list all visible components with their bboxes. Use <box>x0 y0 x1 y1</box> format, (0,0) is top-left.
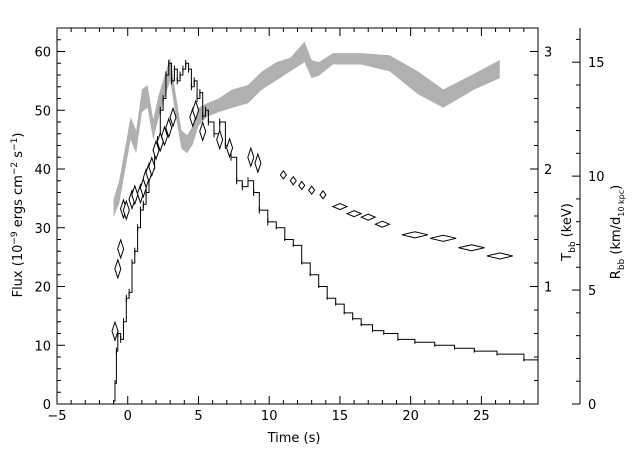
flux-tick-label: 60 <box>34 46 51 61</box>
flux-tick-label: 50 <box>34 104 51 119</box>
flux-tick-label: 20 <box>34 281 51 296</box>
temperature-point <box>111 320 119 342</box>
temperature-point <box>216 129 224 151</box>
flux-tick-label: 30 <box>34 222 51 237</box>
radius-tick-label: 5 <box>588 284 596 299</box>
temperature-point <box>289 175 297 186</box>
temperature-point <box>458 244 485 252</box>
radius-band-layer <box>113 41 500 218</box>
temperature-point <box>165 117 173 139</box>
x-tick-label: 25 <box>473 409 490 424</box>
temperature-point <box>359 213 377 221</box>
temperature-point <box>486 252 513 260</box>
y-axis-title-temperature: Tbb (keV) <box>560 203 578 262</box>
temperature-point <box>254 152 262 174</box>
temperature-tick-label: 2 <box>544 163 552 178</box>
flux-tick-label: 10 <box>34 339 51 354</box>
temperature-point <box>169 106 177 128</box>
x-tick-label: 15 <box>332 409 349 424</box>
radius-band <box>113 41 500 218</box>
flux-tick-label: 0 <box>43 398 51 413</box>
temperature-layer <box>111 99 513 342</box>
temperature-point <box>117 238 125 260</box>
x-tick-label: 10 <box>261 409 278 424</box>
temperature-point <box>160 125 169 147</box>
radius-tick-label: 0 <box>588 398 596 413</box>
temperature-point <box>345 210 363 218</box>
temperature-point <box>298 180 306 191</box>
x-tick-label: 0 <box>124 409 132 424</box>
x-axis-title: Time (s) <box>267 431 321 446</box>
temperature-point <box>247 146 255 168</box>
temperature-point <box>430 234 457 242</box>
temperature-point <box>319 190 327 200</box>
radius-tick-label: 15 <box>588 56 605 71</box>
x-tick-label: 20 <box>402 409 419 424</box>
temperature-point <box>308 185 316 195</box>
temperature-point <box>279 170 287 180</box>
flux-layer <box>113 59 539 402</box>
temperature-point <box>226 137 234 159</box>
temperature-point <box>199 120 207 142</box>
temperature-point <box>192 99 200 121</box>
y-axis-title-left: Flux (10−9 ergs cm−2 s−1) <box>10 133 26 298</box>
temperature-tick-label: 1 <box>544 281 552 296</box>
temperature-point <box>114 258 122 280</box>
temperature-point <box>148 156 156 178</box>
temperature-point <box>122 199 130 221</box>
radius-tick-label: 10 <box>588 170 605 185</box>
flux-tick-label: 40 <box>34 163 51 178</box>
temperature-tick-label: 3 <box>544 46 552 61</box>
temperature-point <box>331 203 349 211</box>
x-tick-label: 5 <box>194 409 202 424</box>
temperature-point <box>401 231 429 239</box>
y-axis-title-radius: Rbb (km/d10 kpc) <box>609 185 627 279</box>
temperature-point <box>152 139 160 161</box>
temperature-point <box>374 220 391 228</box>
x-tick-label: −5 <box>47 409 66 424</box>
